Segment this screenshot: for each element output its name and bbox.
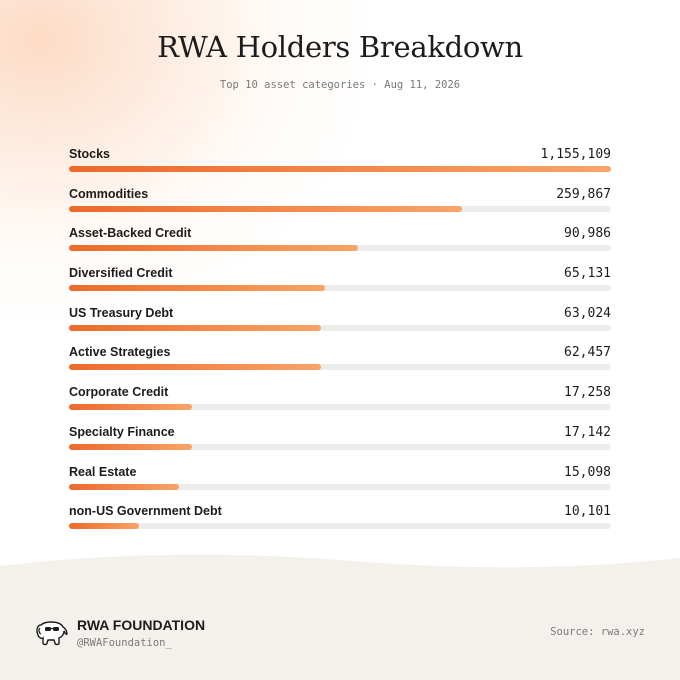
bar-track <box>69 324 611 331</box>
bar <box>69 443 192 450</box>
bar-row: Corporate Credit 17,258 <box>69 384 611 424</box>
bar-track <box>69 245 611 252</box>
bar-track <box>69 285 611 292</box>
category-label: Commodities <box>69 186 149 201</box>
value-label: 63,024 <box>564 305 611 321</box>
footer-background <box>0 554 680 680</box>
bar-track <box>69 404 611 411</box>
value-label: 62,457 <box>564 345 611 361</box>
value-label: 10,101 <box>564 504 611 520</box>
category-label: Stocks <box>69 147 110 161</box>
bar-track <box>69 205 611 212</box>
bar <box>69 523 139 530</box>
bar <box>69 324 322 331</box>
bar-track <box>69 523 611 530</box>
value-label: 259,867 <box>556 186 611 202</box>
brand-name: RWA FOUNDATION <box>77 617 206 633</box>
bar-row: Stocks 1,155,109 <box>69 146 611 186</box>
source-note: Source: rwa.xyz <box>550 626 645 638</box>
category-label: US Treasury Debt <box>69 305 174 320</box>
value-label: 17,142 <box>564 424 611 440</box>
bar-chart: Stocks 1,155,109 Commodities 259,867 Asset-B… <box>69 146 611 543</box>
bar <box>69 404 193 411</box>
value-label: 15,098 <box>564 464 611 480</box>
bar <box>69 205 463 212</box>
bar-row: US Treasury Debt 63,024 <box>69 305 611 345</box>
brand-handle: @RWAFoundation_ <box>77 637 172 649</box>
bar-track <box>69 364 611 371</box>
bar <box>69 245 358 252</box>
bar-track <box>69 443 611 450</box>
value-label: 90,986 <box>564 226 611 242</box>
bar <box>69 364 321 371</box>
bar-row: Specialty Finance 17,142 <box>69 424 611 464</box>
bar-track <box>69 483 611 490</box>
category-label: Real Estate <box>69 464 137 479</box>
category-label: Corporate Credit <box>69 385 169 400</box>
value-label: 1,155,109 <box>540 147 611 162</box>
bar-track <box>69 166 611 172</box>
page-subtitle: Top 10 asset categories · Aug 11, 2026 <box>219 79 461 91</box>
category-label: Asset-Backed Credit <box>69 226 192 241</box>
category-label: Active Strategies <box>69 345 171 360</box>
bar <box>69 483 180 490</box>
category-label: Diversified Credit <box>69 266 173 281</box>
value-label: 17,258 <box>564 385 611 401</box>
page-title: RWA Holders Breakdown <box>157 30 523 64</box>
bar-row: Diversified Credit 65,131 <box>69 265 611 305</box>
bar <box>69 166 611 172</box>
value-label: 65,131 <box>564 266 611 282</box>
bar-row: Commodities 259,867 <box>69 186 611 226</box>
category-label: Specialty Finance <box>69 424 175 439</box>
bar-row: Real Estate 15,098 <box>69 464 611 504</box>
bar-row: non-US Government Debt 10,101 <box>69 503 611 543</box>
bar <box>69 285 325 292</box>
bar-row: Active Strategies 62,457 <box>69 344 611 384</box>
category-label: non-US Government Debt <box>69 504 222 519</box>
bar-row: Asset-Backed Credit 90,986 <box>69 225 611 265</box>
elephant-sunglasses-icon <box>36 621 68 646</box>
